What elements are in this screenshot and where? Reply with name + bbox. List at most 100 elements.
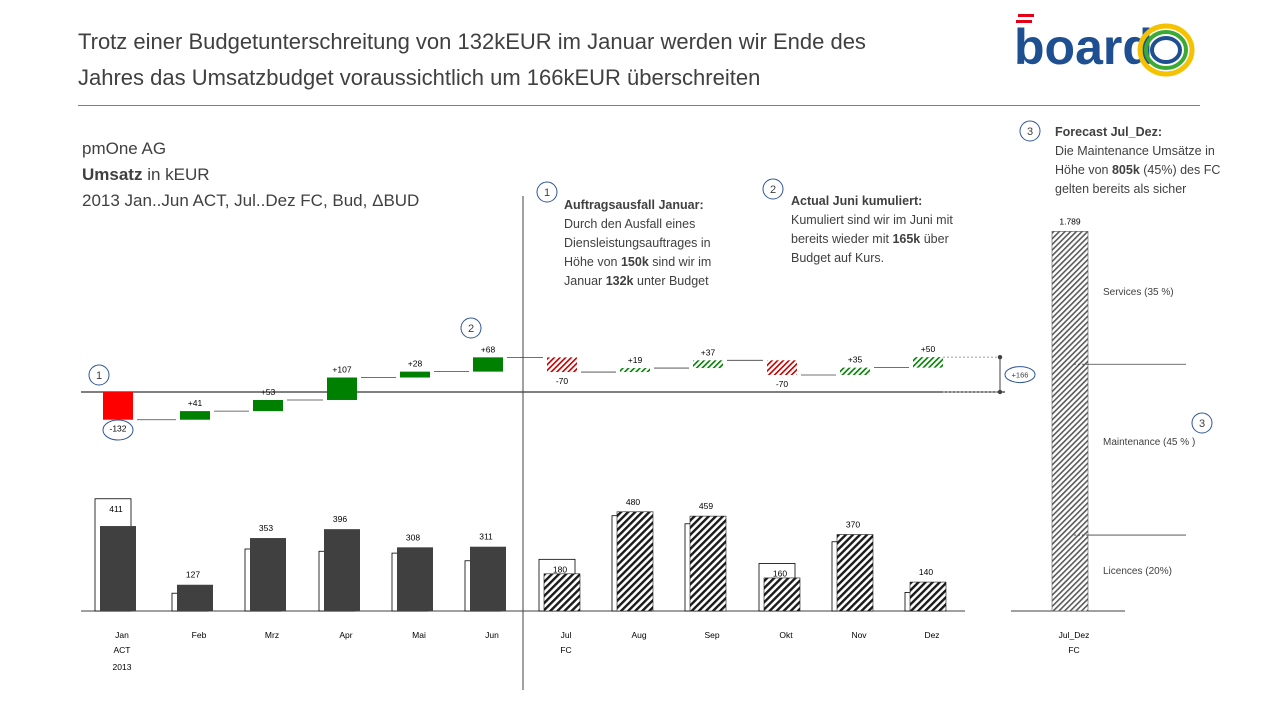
delta-label: +50 [921, 344, 936, 354]
value-label: 370 [846, 520, 860, 530]
category-sublabel: FC [560, 645, 571, 655]
annotation-line: Januar 132k unter Budget [564, 274, 709, 288]
segment-label: Licences (20%) [1103, 566, 1172, 577]
umsatz-bar [100, 526, 136, 611]
measure-unit: in kEUR [142, 165, 210, 184]
value-label: 140 [919, 567, 933, 577]
value-label: 396 [333, 514, 347, 524]
segment-label: Maintenance (45 % ) [1103, 437, 1195, 448]
annotation-line: Höhe von 150k sind wir im [564, 255, 712, 269]
category-label: Jan [115, 630, 129, 640]
delta-label: +28 [408, 359, 423, 369]
annotation-heading: Forecast Jul_Dez: [1055, 125, 1162, 139]
annotation-january: Auftragsausfall Januar: Durch den Ausfal… [564, 196, 711, 291]
annotation-line: Budget auf Kurs. [791, 251, 885, 265]
delta-label: -70 [776, 379, 789, 389]
umsatz-bar [616, 511, 654, 612]
bracket-dot [997, 354, 1003, 360]
category-label: Sep [704, 630, 719, 640]
marker-circle [1019, 120, 1041, 142]
umsatz-bar [543, 573, 581, 612]
annotation-line: Durch den Ausfall eines [564, 217, 696, 231]
marker-number: 2 [468, 323, 474, 335]
delta-bar [840, 367, 870, 375]
measure-line: Umsatz in kEUR [82, 162, 419, 188]
annotation-line: Höhe von 805k (45%) des FC [1055, 163, 1221, 177]
category-label: Nov [851, 630, 867, 640]
delta-label: -70 [556, 376, 569, 386]
segment-label: Services (35 %) [1103, 287, 1174, 298]
delta-bar [103, 392, 133, 420]
category-label: Mai [412, 630, 426, 640]
annotation-line: Kumuliert sind wir im Juni mit [791, 213, 953, 227]
category-label: Okt [779, 630, 793, 640]
category-label: Apr [339, 630, 352, 640]
page-title: Trotz einer Budgetunterschreitung von 13… [78, 24, 978, 96]
marker-circle [536, 181, 558, 203]
annotation-line: Diensleistungsauftrages in [564, 236, 711, 250]
board-logo: board [1014, 14, 1195, 77]
marker-number: 1 [544, 187, 550, 199]
value-label: 311 [479, 532, 493, 542]
bracket-dot [997, 389, 1003, 395]
marker-circle [1191, 412, 1213, 434]
value-label: 308 [406, 532, 420, 542]
value-label: 411 [109, 504, 123, 514]
delta-bar [327, 377, 357, 400]
company-name: pmOne AG [82, 139, 167, 158]
delta-label: -132 [109, 424, 126, 434]
value-label: 353 [259, 523, 273, 533]
delta-label: +35 [848, 355, 863, 365]
annotation-heading: Auftragsausfall Januar: [564, 198, 704, 212]
value-label: 160 [773, 568, 787, 578]
value-label: 127 [186, 570, 200, 580]
delta-bar [913, 357, 943, 368]
category-sublabel: FC [1068, 645, 1079, 655]
measure-name: Umsatz [82, 165, 143, 184]
total-delta-badge [1004, 366, 1036, 384]
annotation-line: gelten bereits als sicher [1055, 182, 1187, 196]
umsatz-bar [250, 538, 286, 611]
category-label: Jul [561, 630, 572, 640]
highlight-ring [102, 419, 134, 441]
umsatz-bar [689, 515, 727, 612]
category-label: Jun [485, 630, 499, 640]
title-line-2: Jahres das Umsatzbudget voraussichtlich … [78, 65, 761, 90]
category-label: Aug [631, 630, 646, 640]
delta-label: +107 [332, 365, 351, 375]
category-label: Feb [192, 630, 207, 640]
value-label: 459 [699, 501, 713, 511]
value-label: 180 [553, 564, 567, 574]
marker-number: 3 [1199, 418, 1205, 430]
delta-label: +41 [188, 398, 203, 408]
delta-bar [547, 357, 577, 373]
total-delta-label: +166 [1012, 371, 1029, 380]
category-label: Jul_Dez [1059, 630, 1090, 640]
delta-bar [253, 399, 283, 412]
marker-circle [762, 178, 784, 200]
category-sublabel: 2013 [113, 662, 132, 672]
scenario-line: 2013 Jan..Jun ACT, Jul..Dez FC, Bud, ΔBU… [82, 191, 420, 210]
umsatz-bar [836, 534, 874, 612]
marker-number: 1 [96, 370, 102, 382]
chart-subtitle: pmOne AG Umsatz in kEUR 2013 Jan..Jun AC… [82, 136, 419, 214]
category-label: Dez [924, 630, 939, 640]
umsatz-bar [397, 547, 433, 611]
marker-circle [88, 364, 110, 386]
total-bar [1051, 231, 1089, 612]
umsatz-bar [470, 546, 506, 611]
delta-bar [767, 360, 797, 375]
category-sublabel: ACT [114, 645, 131, 655]
umsatz-bar [177, 584, 213, 611]
delta-bar [693, 360, 723, 369]
delta-bar [400, 371, 430, 378]
delta-label: +53 [261, 387, 276, 397]
umsatz-bar [763, 577, 801, 612]
annotation-forecast: Forecast Jul_Dez: Die Maintenance Umsätz… [1055, 123, 1220, 199]
annotation-june: Actual Juni kumuliert: Kumuliert sind wi… [791, 192, 953, 268]
umsatz-bar [909, 581, 947, 612]
annotation-line: Die Maintenance Umsätze in [1055, 144, 1215, 158]
logo-wordmark: board [1014, 19, 1153, 75]
umsatz-bar [324, 529, 360, 611]
